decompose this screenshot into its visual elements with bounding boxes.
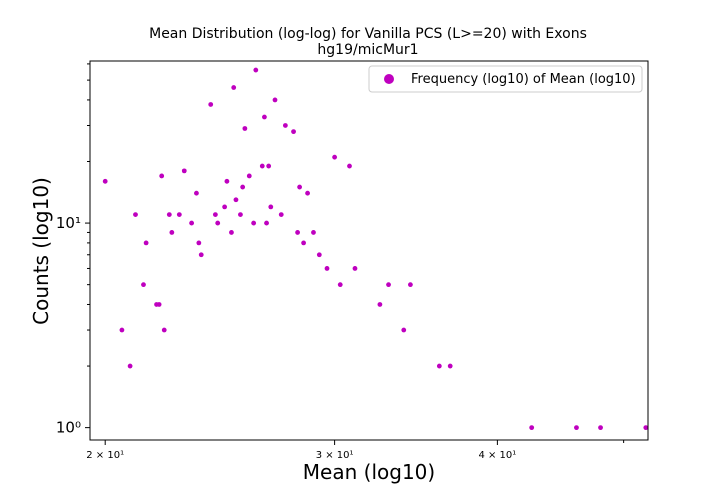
data-point [159, 173, 165, 179]
data-point [347, 163, 352, 169]
data-point [386, 282, 391, 288]
data-point [377, 302, 383, 307]
data-point [143, 240, 149, 246]
data-point [332, 154, 338, 160]
data-point [212, 212, 218, 218]
x-axis-label: Mean (log10) [303, 460, 435, 484]
data-point [297, 184, 302, 190]
data-point [529, 425, 535, 431]
data-point [240, 184, 246, 190]
data-point [224, 178, 230, 184]
data-point [176, 212, 182, 218]
data-point [222, 204, 228, 210]
y-tick-label: 10⁰ [56, 419, 81, 437]
plot-frame [89, 60, 649, 441]
data-point [278, 212, 284, 218]
data-point [316, 252, 322, 258]
data-point [268, 204, 274, 210]
data-point [198, 252, 204, 258]
data-point [251, 220, 257, 226]
data-point [215, 220, 221, 226]
data-point [352, 266, 358, 271]
y-axis-label: Counts (log10) [29, 177, 53, 325]
data-point [194, 190, 199, 196]
data-point [233, 197, 239, 203]
data-points [102, 67, 649, 431]
x-tick-label: 2 × 10¹ [86, 450, 124, 461]
data-point [266, 163, 272, 169]
data-point [264, 220, 269, 226]
y-tick-label: 10¹ [56, 214, 81, 232]
data-point [238, 212, 243, 218]
data-point [259, 163, 265, 169]
data-point [291, 129, 296, 135]
data-point [324, 266, 330, 271]
data-point [127, 363, 133, 369]
data-point [166, 212, 172, 218]
data-point [208, 102, 214, 107]
legend: Frequency (log10) of Mean (log10) [368, 65, 643, 93]
data-point [196, 240, 202, 246]
data-point [242, 126, 248, 131]
chart-title: Mean Distribution (log-log) for Vanilla … [149, 26, 587, 42]
legend-marker [384, 74, 394, 84]
data-point [436, 363, 442, 369]
data-point [169, 230, 175, 235]
data-point [229, 230, 234, 235]
data-point [574, 425, 579, 431]
data-point [272, 97, 278, 103]
data-point [305, 190, 310, 196]
data-point [262, 114, 267, 120]
data-point [282, 123, 288, 128]
data-point [161, 327, 167, 333]
legend-label: Frequency (log10) of Mean (log10) [411, 72, 636, 87]
x-tick-label: 4 × 10¹ [478, 450, 516, 461]
data-point [119, 327, 125, 333]
data-point [643, 425, 649, 431]
data-point [189, 220, 195, 226]
data-point [401, 327, 407, 333]
data-point [141, 282, 146, 288]
data-point [133, 212, 138, 218]
data-point [102, 178, 108, 184]
data-point [156, 302, 162, 307]
data-point [598, 425, 603, 431]
data-point [408, 282, 413, 288]
data-point [246, 173, 252, 179]
data-point [337, 282, 343, 288]
data-point [311, 230, 316, 235]
axis-ticks: 2 × 10¹ 3 × 10¹ 4 × 10¹ 10⁰ 10¹ [56, 63, 625, 461]
data-point [253, 67, 259, 73]
data-point [181, 168, 187, 174]
x-tick-label: 3 × 10¹ [316, 450, 354, 461]
data-point [295, 230, 300, 235]
data-point [231, 85, 237, 90]
data-point [301, 240, 306, 246]
legend-box [368, 65, 643, 93]
chart-subtitle: hg19/micMur1 [317, 42, 418, 58]
data-point [447, 363, 453, 369]
